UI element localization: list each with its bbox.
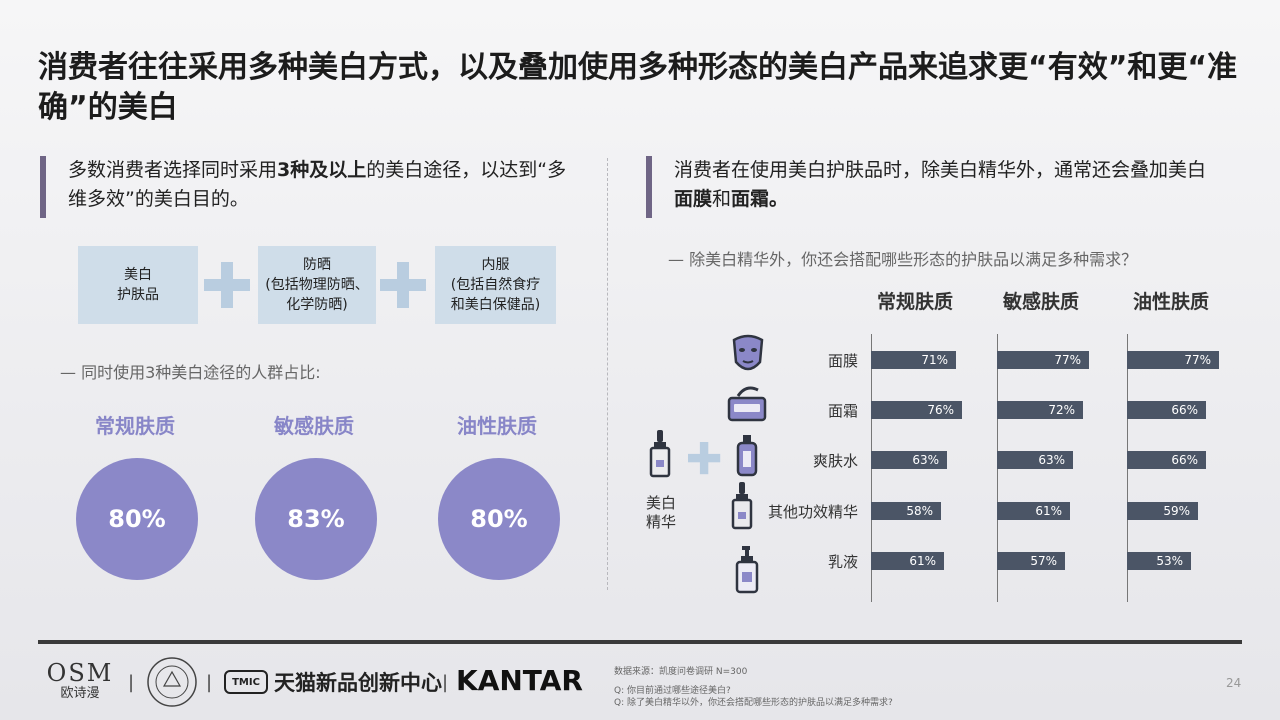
osm-logo-cn: 欧诗漫 bbox=[60, 686, 100, 701]
right-callout-text-1: 消费者在使用美白护肤品时，除美白精华外，通常还会叠加美白 bbox=[674, 159, 1207, 181]
route-line: 防晒 bbox=[303, 257, 331, 273]
essence-label-line: 精华 bbox=[646, 513, 677, 531]
page-title: 消费者往往采用多种美白方式，以及叠加使用多种形态的美白产品来追求更“有效”和更“… bbox=[38, 50, 1238, 125]
question-note-1: Q: 你目前通过哪些途径美白? bbox=[614, 686, 731, 696]
logo-separator: | bbox=[442, 672, 449, 693]
logo-separator: | bbox=[206, 672, 213, 693]
right-callout: 消费者在使用美白护肤品时，除美白精华外，通常还会叠加美白面膜和面霜。 bbox=[646, 156, 1206, 218]
plus-icon bbox=[380, 262, 426, 308]
bar: 61% bbox=[997, 502, 1070, 520]
col-head-oily: 油性肤质 bbox=[1132, 291, 1209, 313]
left-callout: 多数消费者选择同时采用3种及以上的美白途径，以达到“多维多效”的美白目的。 bbox=[40, 156, 580, 218]
plus-icon bbox=[688, 442, 721, 475]
research-seal-icon bbox=[147, 657, 197, 707]
bar: 66% bbox=[1127, 451, 1206, 469]
route-line: (包括自然食疗 bbox=[450, 277, 541, 293]
mask-icon bbox=[732, 334, 764, 371]
right-callout-text-2: 和 bbox=[712, 188, 732, 210]
bar: 77% bbox=[997, 351, 1089, 369]
col-head-normal: 常规肤质 bbox=[876, 291, 953, 313]
logo-separator: | bbox=[128, 672, 135, 693]
tmic-badge: TMIC bbox=[224, 670, 268, 694]
row-label: 乳液 bbox=[827, 553, 858, 571]
route-line: 美白 bbox=[124, 267, 152, 283]
osm-logo-text: OSM bbox=[46, 659, 114, 687]
bar: 63% bbox=[871, 451, 947, 469]
row-label: 爽肤水 bbox=[812, 452, 858, 470]
bar: 57% bbox=[997, 552, 1065, 570]
route-sunscreen: 防晒 (包括物理防晒、 化学防晒) bbox=[258, 246, 376, 324]
skin-label-normal: 常规肤质 bbox=[95, 414, 175, 438]
toner-bottle-icon bbox=[736, 435, 758, 477]
route-line: 护肤品 bbox=[117, 287, 159, 303]
route-line: 化学防晒) bbox=[286, 297, 348, 313]
col-head-sensitive: 敏感肤质 bbox=[1002, 291, 1079, 313]
left-callout-strong: 3种及以上 bbox=[277, 159, 367, 181]
osm-logo: OSM 欧诗漫 bbox=[40, 660, 120, 702]
page-number: 24 bbox=[1226, 676, 1242, 690]
bar: 58% bbox=[871, 502, 941, 520]
route-oral: 内服 (包括自然食疗 和美白保健品) bbox=[435, 246, 556, 324]
bar: 63% bbox=[997, 451, 1073, 469]
bar: 72% bbox=[997, 401, 1083, 419]
share-circle-normal: 80% bbox=[76, 458, 198, 580]
left-subquestion: — 同时使用3种美白途径的人群占比: bbox=[60, 363, 321, 382]
section-divider bbox=[607, 158, 608, 590]
bar: 53% bbox=[1127, 552, 1191, 570]
serum-dropper-icon-2 bbox=[731, 482, 753, 530]
bar: 66% bbox=[1127, 401, 1206, 419]
row-label: 面膜 bbox=[827, 352, 858, 370]
route-skincare: 美白 护肤品 bbox=[78, 246, 198, 324]
essence-label: 美白 精华 bbox=[646, 494, 676, 532]
right-subquestion: — 除美白精华外，你还会搭配哪些形态的护肤品以满足多种需求？ bbox=[668, 250, 1138, 269]
cream-jar-icon bbox=[727, 386, 767, 422]
share-circle-oily: 80% bbox=[438, 458, 560, 580]
tmall-logo: TMIC 天猫新品创新中心 bbox=[224, 667, 442, 697]
row-label: 面霜 bbox=[827, 402, 858, 420]
bar: 76% bbox=[871, 401, 962, 419]
plus-icon bbox=[204, 262, 250, 308]
footer-rule bbox=[38, 640, 1242, 644]
bar: 59% bbox=[1127, 502, 1198, 520]
bar: 71% bbox=[871, 351, 956, 369]
serum-dropper-icon bbox=[649, 430, 671, 478]
left-callout-text-2: 的美白途径，以达到“多维多效”的美白目的。 bbox=[68, 159, 567, 210]
essence-label-line: 美白 bbox=[646, 494, 677, 512]
skin-label-sensitive: 敏感肤质 bbox=[274, 414, 354, 438]
skin-label-oily: 油性肤质 bbox=[457, 414, 537, 438]
right-callout-strong-1: 面膜 bbox=[674, 188, 713, 210]
bar: 61% bbox=[871, 552, 944, 570]
source-note: 数据来源：凯度问卷调研 N=300 bbox=[614, 667, 748, 677]
route-line: 内服 bbox=[481, 257, 510, 273]
question-note-2: Q: 除了美白精华以外，你还会搭配哪些形态的护肤品以满足多种需求? bbox=[614, 698, 893, 708]
share-circle-sensitive: 83% bbox=[255, 458, 377, 580]
kantar-logo: KANTAR bbox=[456, 664, 583, 697]
row-label: 其他功效精华 bbox=[767, 503, 858, 521]
route-line: 和美白保健品) bbox=[450, 297, 541, 313]
right-callout-strong-2: 面霜。 bbox=[731, 188, 789, 210]
lotion-pump-icon bbox=[735, 546, 759, 594]
bar: 77% bbox=[1127, 351, 1219, 369]
left-callout-text-1: 多数消费者选择同时采用 bbox=[68, 159, 278, 181]
tmall-logo-text: 天猫新品创新中心 bbox=[274, 671, 442, 695]
route-line: (包括物理防晒、 bbox=[265, 277, 369, 293]
